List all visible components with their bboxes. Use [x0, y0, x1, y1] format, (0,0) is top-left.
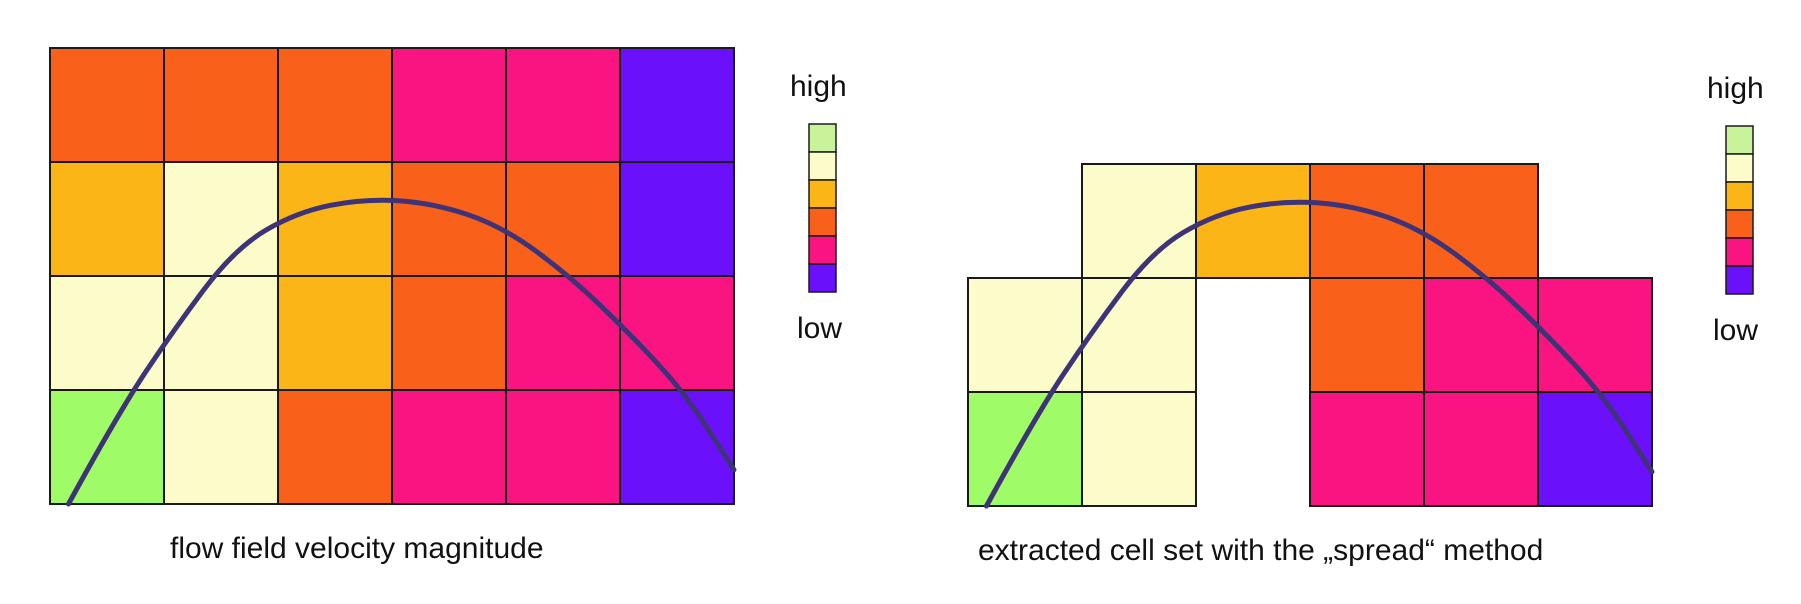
left-streamline-curve	[65, 197, 737, 507]
right-cell-r3-c5	[1537, 391, 1653, 507]
right-cell-r2-c5	[1537, 277, 1653, 393]
right-streamline-curve	[983, 199, 1655, 509]
left-cell-r3-c0	[49, 389, 165, 505]
left-cell-r3-c5	[619, 389, 735, 505]
right-cell-r1-c1	[1081, 163, 1197, 279]
left-cell-r3-c2	[277, 389, 393, 505]
left-legend-low-label: low	[797, 312, 843, 345]
left-caption: flow field velocity magnitude	[170, 532, 544, 565]
left-cell-r1-c0	[49, 161, 165, 277]
left-cell-r1-c2	[277, 161, 393, 277]
left-cell-r2-c5	[619, 275, 735, 391]
left-cell-r0-c0	[49, 47, 165, 163]
right-legend-swatch-4	[1725, 237, 1754, 267]
left-cell-r2-c3	[391, 275, 507, 391]
left-cell-r0-c4	[505, 47, 621, 163]
right-legend-swatch-1	[1725, 153, 1754, 183]
left-legend-swatch-4	[808, 235, 837, 265]
right-cell-r1-c3	[1309, 163, 1425, 279]
right-legend-low-label: low	[1713, 314, 1759, 347]
right-caption: extracted cell set with the „spread“ met…	[978, 534, 1544, 567]
left-cell-r3-c3	[391, 389, 507, 505]
left-cell-r1-c4	[505, 161, 621, 277]
left-cell-r2-c2	[277, 275, 393, 391]
left-cell-r1-c5	[619, 161, 735, 277]
right-cell-r1-c4	[1423, 163, 1539, 279]
right-cell-r2-c4	[1423, 277, 1539, 393]
right-legend-swatch-5	[1725, 265, 1754, 295]
right-cell-r3-c3	[1309, 391, 1425, 507]
left-legend-high-label: high	[790, 70, 847, 103]
right-cell-r3-c1	[1081, 391, 1197, 507]
left-cell-r0-c5	[619, 47, 735, 163]
right-cell-r2-c1	[1081, 277, 1197, 393]
left-legend-swatch-3	[808, 207, 837, 237]
right-cell-r2-c3	[1309, 277, 1425, 393]
right-legend-high-label: high	[1707, 72, 1764, 105]
left-legend-swatch-2	[808, 179, 837, 209]
right-legend-swatch-0	[1725, 125, 1754, 155]
right-legend-swatch-3	[1725, 209, 1754, 239]
right-cell-r3-c4	[1423, 391, 1539, 507]
left-cell-r2-c1	[163, 275, 279, 391]
left-cell-r3-c1	[163, 389, 279, 505]
left-legend-swatch-0	[808, 123, 837, 153]
left-legend-swatch-1	[808, 151, 837, 181]
right-cell-r3-c0	[967, 391, 1083, 507]
left-cell-r0-c1	[163, 47, 279, 163]
left-cell-r3-c4	[505, 389, 621, 505]
left-cell-r0-c3	[391, 47, 507, 163]
left-legend-swatch-5	[808, 263, 837, 293]
left-cell-r1-c3	[391, 161, 507, 277]
left-cell-r2-c4	[505, 275, 621, 391]
right-legend-swatch-2	[1725, 181, 1754, 211]
left-cell-r0-c2	[277, 47, 393, 163]
right-cell-r1-c2	[1195, 163, 1311, 279]
left-cell-r1-c1	[163, 161, 279, 277]
